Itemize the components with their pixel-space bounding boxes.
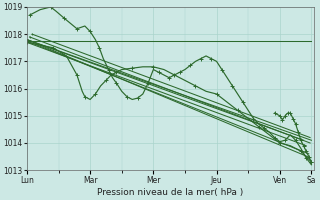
X-axis label: Pression niveau de la mer( hPa ): Pression niveau de la mer( hPa ) [97,188,244,197]
